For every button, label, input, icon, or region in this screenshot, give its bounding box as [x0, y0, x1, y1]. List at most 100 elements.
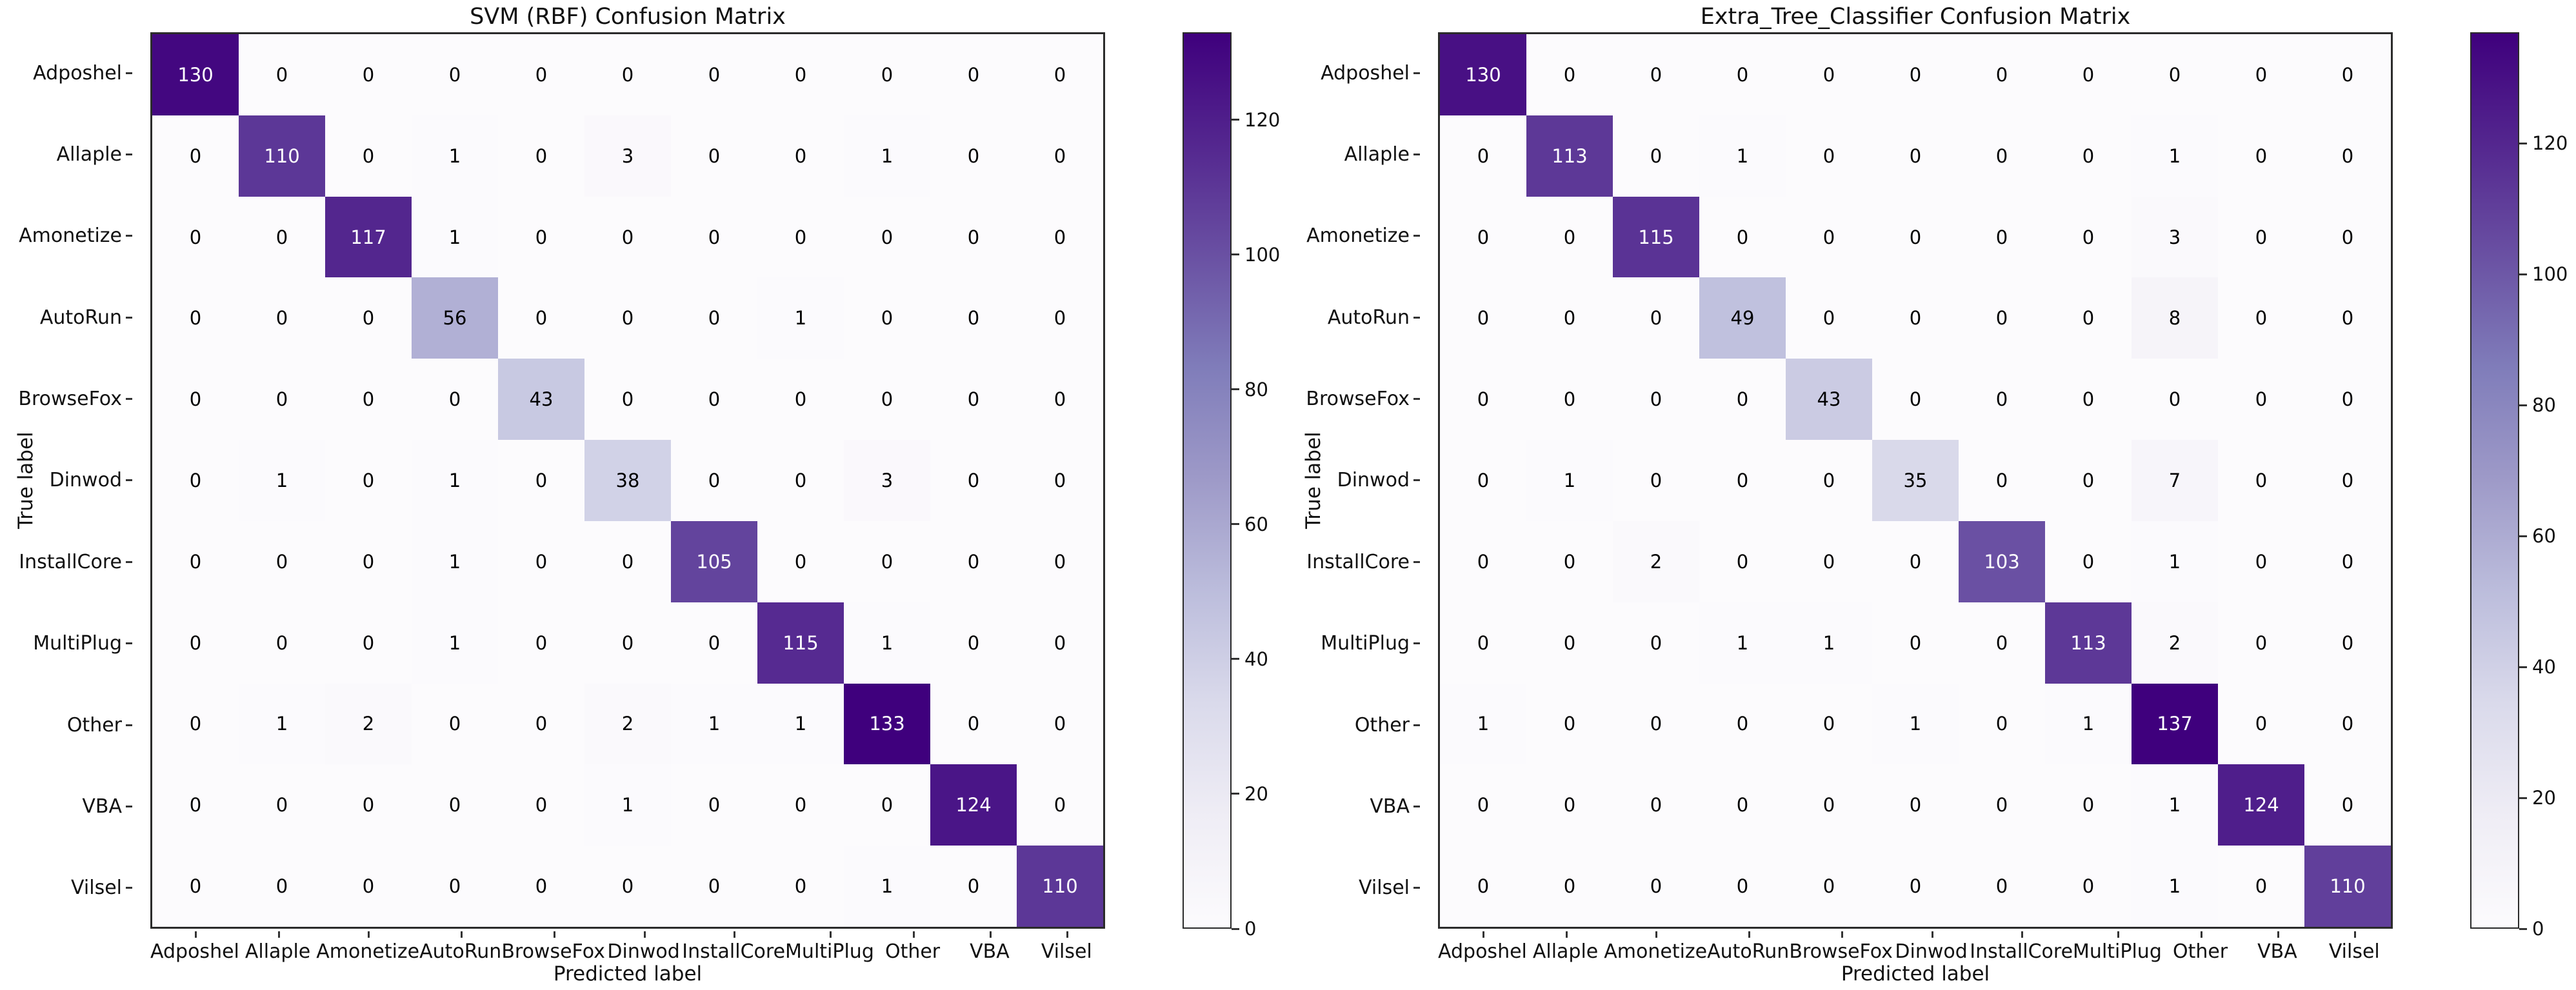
heatmap-cell: 0 [1613, 34, 1699, 115]
heatmap-cell: 1 [412, 440, 498, 521]
heatmap-cell: 0 [2045, 34, 2132, 115]
heatmap-cell: 1 [2132, 115, 2218, 197]
heatmap-cell: 0 [152, 846, 239, 927]
heatmap-cell: 0 [1613, 115, 1699, 197]
heatmap-cell: 0 [584, 196, 671, 278]
heatmap-cell: 0 [757, 196, 844, 278]
colorbar-tick-mark [1232, 523, 1239, 526]
heatmap-cell: 0 [1786, 115, 1872, 197]
colorbar-tick-label: 40 [1244, 648, 1268, 670]
heatmap-cell: 0 [844, 359, 930, 441]
x-axis-label: Predicted label [1841, 962, 1990, 985]
heatmap-cell: 0 [2304, 520, 2391, 602]
heatmap-cell: 0 [1017, 764, 1103, 846]
heatmap-cell: 0 [325, 602, 412, 684]
heatmap-cell: 0 [1017, 115, 1103, 197]
y-tick-label: Allaple [1288, 114, 1429, 195]
heatmap-cell: 0 [844, 277, 930, 359]
heatmap-cell: 1 [1440, 683, 1526, 765]
heatmap-cell: 0 [2304, 196, 2391, 278]
colorbar-tick: 0 [1232, 918, 1256, 940]
heatmap-cell: 1 [1699, 602, 1786, 684]
heatmap-cell: 0 [1872, 846, 1959, 927]
colorbar-tick: 40 [2519, 656, 2556, 678]
y-tick-label: Other [0, 684, 141, 766]
heatmap-cell: 0 [584, 359, 671, 441]
heatmap-cell: 0 [1526, 520, 1613, 602]
heatmap-cell: 0 [2218, 440, 2304, 521]
colorbar-tick: 20 [1232, 783, 1268, 805]
heatmap-cell: 3 [584, 115, 671, 197]
heatmap-cell: 0 [498, 34, 584, 115]
x-tick-label: AutoRun [1707, 931, 1789, 963]
heatmap-cell: 0 [1613, 602, 1699, 684]
colorbar-tick: 100 [1232, 244, 1280, 266]
heatmap-cell: 0 [844, 34, 930, 115]
heatmap-cell: 0 [2218, 520, 2304, 602]
heatmap-cell: 7 [2132, 440, 2218, 521]
heatmap-cell: 0 [930, 846, 1017, 927]
heatmap-cell: 0 [152, 115, 239, 197]
colorbar-tick-label: 0 [1244, 918, 1257, 940]
heatmap-cell: 0 [1699, 683, 1786, 765]
heatmap-cell: 110 [239, 115, 325, 197]
heatmap-cell: 0 [2218, 846, 2304, 927]
heatmap-cell: 0 [671, 34, 757, 115]
heatmap-cell: 0 [1872, 602, 1959, 684]
heatmap-cell: 0 [325, 520, 412, 602]
heatmap-cell: 115 [757, 602, 844, 684]
heatmap-cell: 0 [325, 115, 412, 197]
colorbar-tick-label: 100 [2532, 263, 2568, 286]
heatmap-cell: 0 [2218, 359, 2304, 441]
heatmap-cell: 0 [152, 520, 239, 602]
heatmap-cell: 0 [1613, 440, 1699, 521]
heatmap-cell: 0 [239, 196, 325, 278]
heatmap-cell: 0 [1959, 846, 2045, 927]
colorbar-tick-labels: 0 20 40 60 80 100 120 [1232, 32, 1286, 940]
colorbar-tick: 120 [1232, 109, 1280, 131]
heatmap-cell: 0 [757, 520, 844, 602]
y-tick-label: Dinwod [1288, 440, 1429, 521]
colorbar-tick-mark [1232, 658, 1239, 660]
heatmap-cell: 0 [2045, 846, 2132, 927]
heatmap-cell: 0 [2304, 602, 2391, 684]
heatmap-cell: 0 [671, 440, 757, 521]
colorbar-tick-mark [2519, 535, 2527, 537]
heatmap-cell: 0 [844, 196, 930, 278]
x-tick-label: Adposhel [1438, 931, 1527, 963]
colorbar-tick-mark [2519, 927, 2527, 930]
heatmap-cell: 110 [2304, 846, 2391, 927]
heatmap-cell: 0 [930, 359, 1017, 441]
y-tick-labels: Adposhel Allaple Amonetize AutoRun BrowseFox… [1288, 32, 1429, 929]
colorbar-tick-label: 120 [1244, 108, 1281, 131]
colorbar-tick-label: 100 [1244, 243, 1281, 266]
colorbar-tick: 60 [2519, 525, 2556, 547]
heatmap-cell: 0 [671, 277, 757, 359]
heatmap-cell: 3 [2132, 196, 2218, 278]
heatmap-cell: 0 [930, 277, 1017, 359]
colorbar: 0 20 40 60 80 100 120 [2470, 32, 2573, 940]
heatmap-cell: 0 [239, 602, 325, 684]
colorbar-tick-label: 60 [2532, 525, 2556, 548]
heatmap-cell: 0 [1786, 277, 1872, 359]
heatmap-cell: 0 [239, 277, 325, 359]
heatmap-cell: 0 [1959, 602, 2045, 684]
heatmap-cell: 0 [1786, 196, 1872, 278]
colorbar-tick-mark [1232, 119, 1239, 121]
heatmap-cell: 0 [1017, 602, 1103, 684]
x-tick-label: AutoRun [419, 931, 501, 963]
colorbar-tick-labels: 0 20 40 60 80 100 120 [2519, 32, 2573, 940]
heatmap-cell: 8 [2132, 277, 2218, 359]
heatmap-cell: 0 [2218, 115, 2304, 197]
heatmap-cell: 0 [325, 440, 412, 521]
x-tick-label: Amonetize [1604, 931, 1707, 963]
heatmap-cell: 0 [152, 602, 239, 684]
heatmap-cell: 0 [1959, 683, 2045, 765]
heatmap-cell: 0 [1959, 196, 2045, 278]
x-tick-label: InstallCore [1970, 931, 2073, 963]
heatmap-cell: 1 [1786, 602, 1872, 684]
heatmap-cell: 0 [1872, 764, 1959, 846]
heatmap-cell: 0 [671, 359, 757, 441]
heatmap-cell: 0 [930, 602, 1017, 684]
heatmap-cell: 137 [2132, 683, 2218, 765]
